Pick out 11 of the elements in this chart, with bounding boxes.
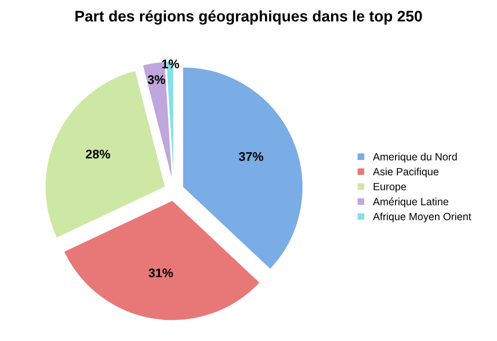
legend-label: Afrique Moyen Orient xyxy=(372,212,472,222)
chart-title: Part des régions géographiques dans le top 250 xyxy=(75,10,422,25)
legend-label: Amerique du Nord xyxy=(372,152,457,163)
data-label: 37% xyxy=(238,152,264,161)
legend-label: Europe xyxy=(374,183,406,192)
data-label: 31% xyxy=(148,268,173,278)
data-label: 28% xyxy=(86,150,110,159)
legend-label: Asie Pacifique xyxy=(372,168,438,178)
data-label: 1% xyxy=(162,60,180,68)
legend-label: Amérique Latine xyxy=(372,198,448,208)
data-label: 3% xyxy=(148,75,166,84)
